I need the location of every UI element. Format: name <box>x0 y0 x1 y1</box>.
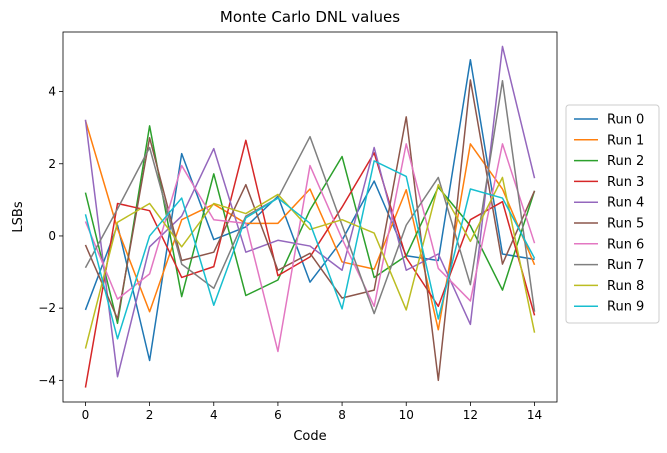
x-tick-label: 0 <box>82 408 90 422</box>
legend-entry-label: Run 0 <box>607 113 644 128</box>
y-axis-label: LSBs <box>11 201 26 232</box>
x-tick-label: 14 <box>527 408 542 422</box>
series-line-run-1 <box>84 120 536 331</box>
series-line-run-2 <box>84 125 536 325</box>
legend-entry-label: Run 8 <box>607 279 644 294</box>
legend-entry-label: Run 5 <box>607 217 644 232</box>
series-line-run-5 <box>84 79 536 382</box>
legend: Run 0 Run 1 Run 2 Run 3 Run 4 Run 5 Run 6 Run 7… <box>565 104 660 324</box>
y-axis: −4 −2 0 2 4 <box>38 85 63 387</box>
legend-entry-label: Run 3 <box>607 175 644 190</box>
x-tick-label: 12 <box>463 408 478 422</box>
x-axis-label: Code <box>293 429 326 444</box>
plot-frame <box>62 31 558 403</box>
y-tick-label: 0 <box>48 229 56 243</box>
legend-entry-label: Run 1 <box>607 133 644 148</box>
y-tick-label: 2 <box>48 157 56 171</box>
y-tick-label: 4 <box>48 85 56 99</box>
series-line-run-6 <box>84 143 536 353</box>
legend-entry-label: Run 4 <box>607 196 644 211</box>
legend-entry-label: Run 2 <box>607 154 644 169</box>
x-tick-label: 2 <box>146 408 154 422</box>
x-tick-label: 10 <box>399 408 414 422</box>
x-axis: 0 2 4 6 8 10 12 14 <box>82 402 542 422</box>
x-tick-label: 4 <box>210 408 218 422</box>
y-tick-label: −2 <box>38 301 56 315</box>
legend-box <box>565 104 660 324</box>
y-tick-label: −4 <box>38 373 56 387</box>
legend-entry-label: Run 6 <box>607 237 644 252</box>
series-line-run-7 <box>84 79 536 315</box>
x-tick-label: 6 <box>274 408 282 422</box>
series-line-run-9 <box>84 160 536 340</box>
series-line-run-0 <box>84 59 535 362</box>
series-line-run-8 <box>84 176 536 349</box>
x-tick-label: 8 <box>338 408 346 422</box>
plot-area <box>84 45 536 388</box>
chart-title: Monte Carlo DNL values <box>220 8 400 26</box>
legend-entry-label: Run 7 <box>607 258 644 273</box>
legend-entry-label: Run 9 <box>607 300 644 315</box>
